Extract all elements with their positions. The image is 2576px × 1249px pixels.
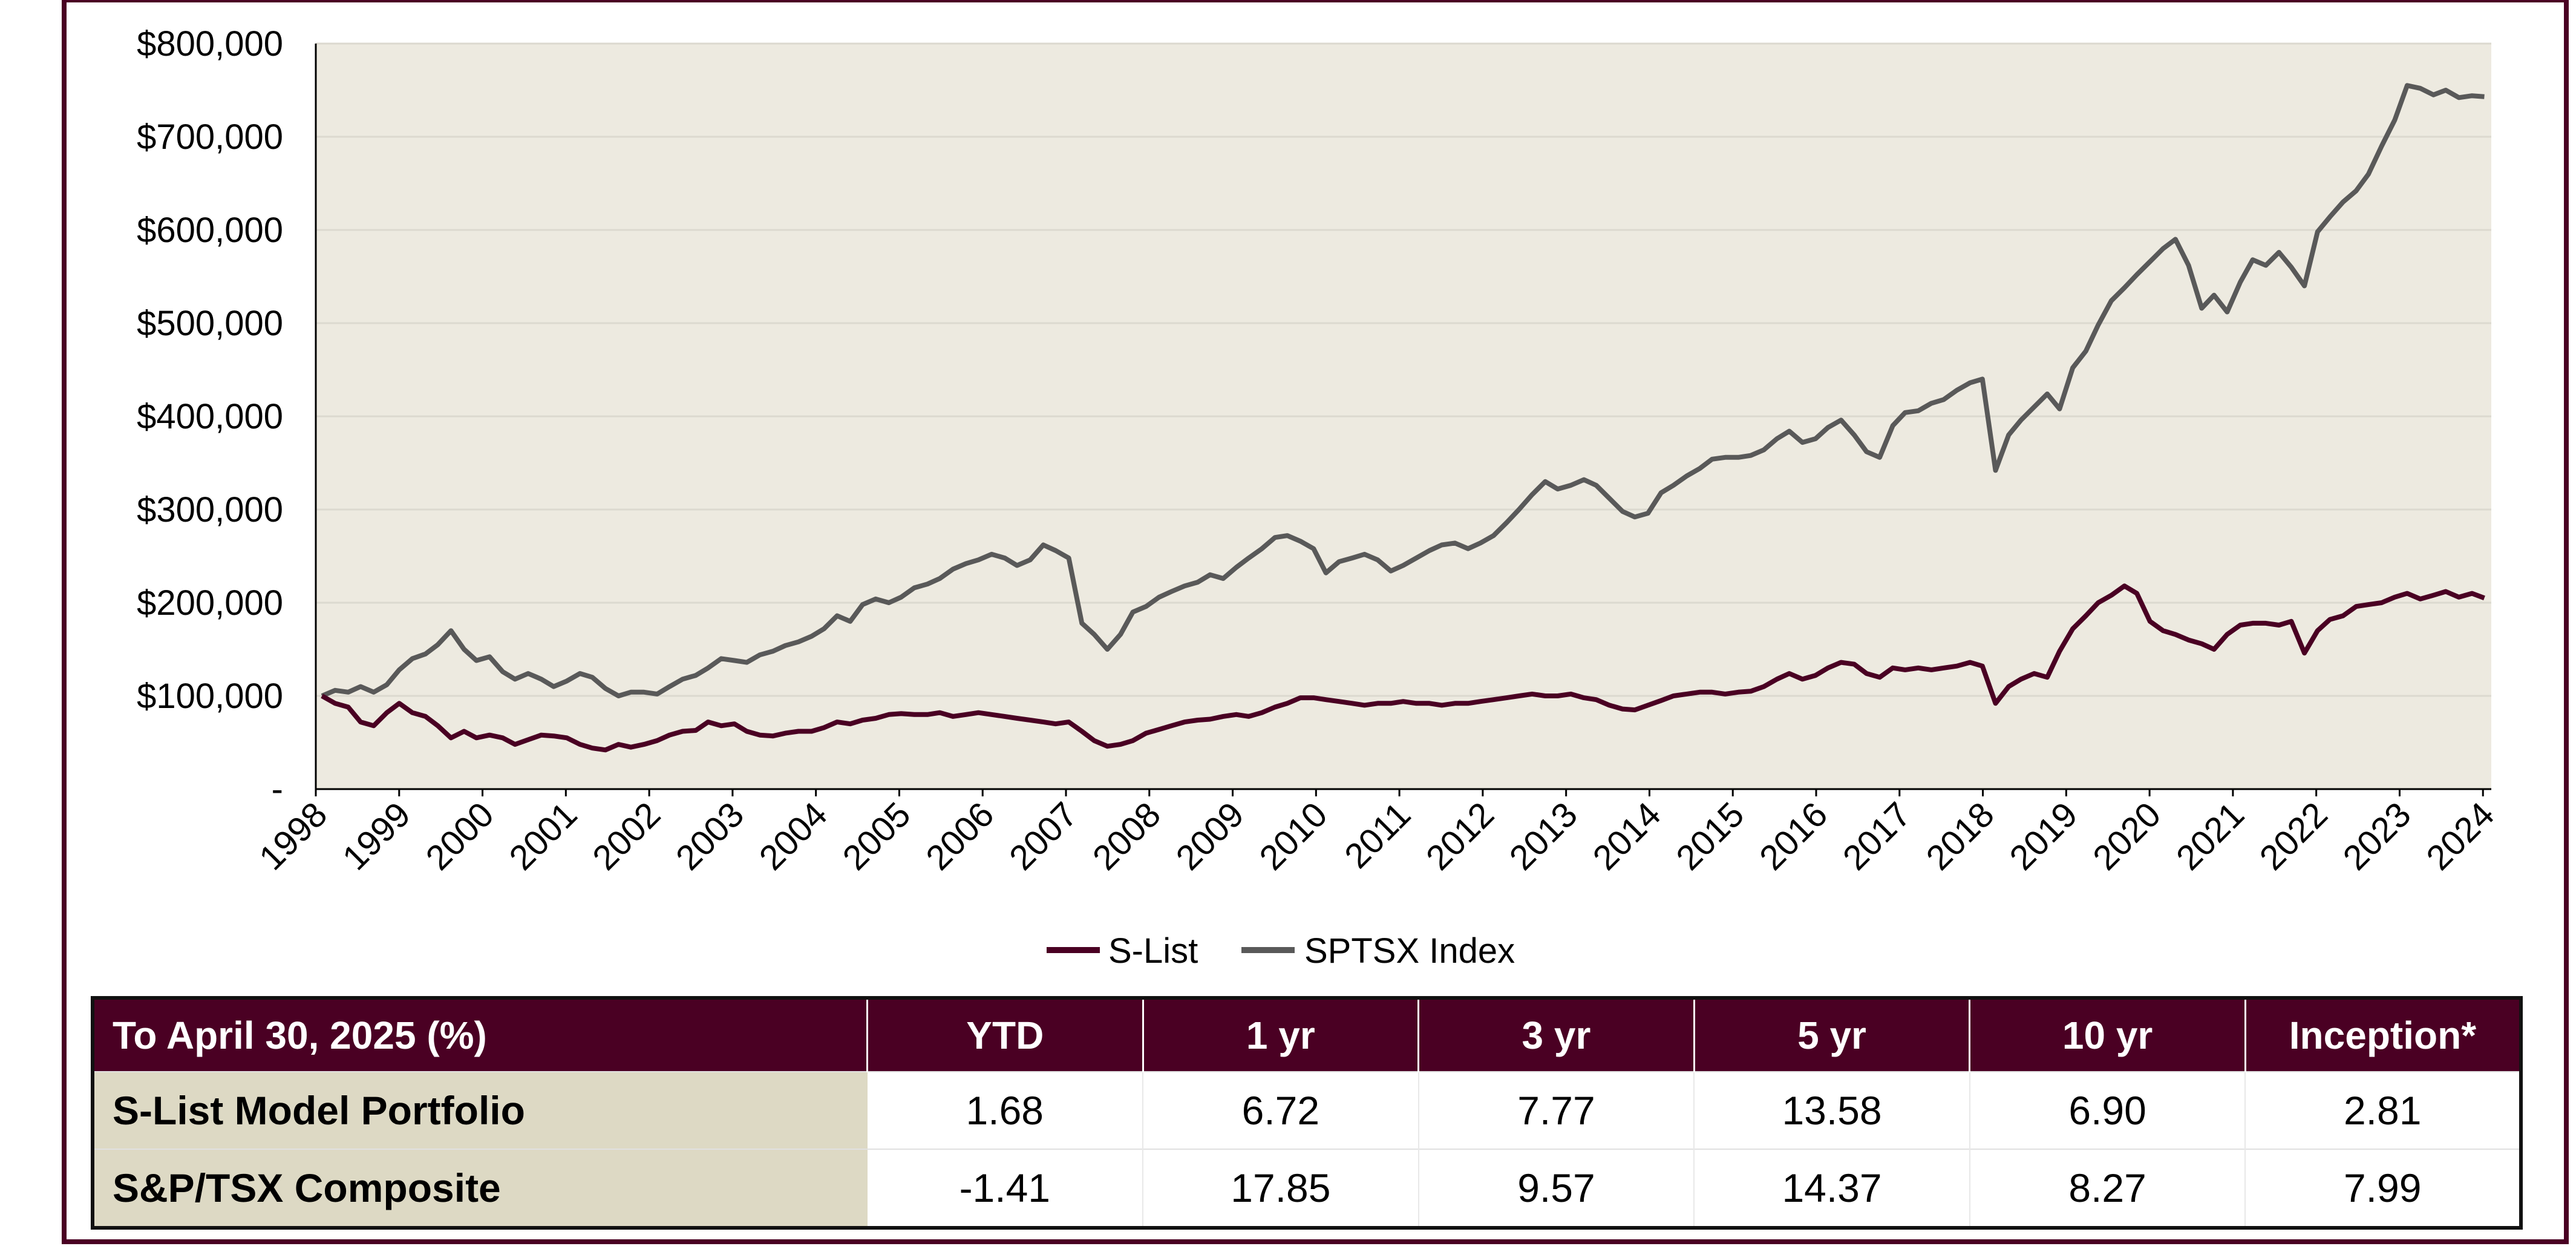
x-tick-label: 2000 xyxy=(419,795,502,877)
y-tick-label: $400,000 xyxy=(137,397,283,436)
x-tick-label: 2020 xyxy=(2085,795,2168,877)
x-tick-label: 2005 xyxy=(835,795,918,877)
x-tick-label: 2024 xyxy=(2419,795,2502,877)
x-tick-label: 2017 xyxy=(1836,795,1918,877)
x-tick-label: 2018 xyxy=(1919,795,2002,877)
table-header-5yr: 5 yr xyxy=(1694,998,1971,1072)
y-axis-labels: - $100,000 $200,000 $300,000 $400,000 $500,00… xyxy=(137,24,283,809)
x-tick-label: 2012 xyxy=(1419,795,1502,877)
x-tick-label: 1999 xyxy=(335,795,418,877)
y-tick-label: $800,000 xyxy=(137,24,283,64)
y-tick-label: $500,000 xyxy=(137,304,283,343)
table-cell: 2.81 xyxy=(2245,1071,2522,1149)
x-tick-label: 2016 xyxy=(1752,795,1835,877)
performance-table: To April 30, 2025 (%) YTD 1 yr 3 yr 5 yr… xyxy=(91,996,2523,1230)
legend: S-List SPTSX Index xyxy=(1047,931,1515,971)
x-tick-label: 2001 xyxy=(502,795,584,877)
table-cell: 17.85 xyxy=(1143,1149,1419,1228)
series-lines xyxy=(321,83,2485,753)
series-line-s-list xyxy=(321,583,2485,753)
x-tick-label: 2022 xyxy=(2252,795,2335,877)
table-header-inception: Inception* xyxy=(2245,998,2521,1072)
table-cell: 7.77 xyxy=(1418,1071,1695,1149)
table-header-period: To April 30, 2025 (%) xyxy=(93,998,868,1072)
x-axis-labels: 1998 1999 2000 2001 2002 2003 2004 2005 2006 2007… xyxy=(252,795,2502,877)
table-cell: 14.37 xyxy=(1694,1149,1970,1228)
line-chart: - $100,000 $200,000 $300,000 $400,000 $500,00… xyxy=(137,24,2502,971)
x-tick-label: 2004 xyxy=(752,795,835,877)
table-header-3yr: 3 yr xyxy=(1418,998,1695,1072)
table-cell: 6.90 xyxy=(1969,1071,2246,1149)
y-tick-label: $600,000 xyxy=(137,211,283,250)
legend-label-s-list: S-List xyxy=(1108,931,1198,971)
x-tick-label: 2006 xyxy=(918,795,1001,877)
x-tick-label: 2014 xyxy=(1585,795,1668,877)
row-label-s-list: S-List Model Portfolio xyxy=(93,1071,868,1149)
x-tick-label: 2013 xyxy=(1502,795,1585,877)
table-row: S-List Model Portfolio 1.68 6.72 7.77 13… xyxy=(93,1071,2522,1149)
x-tick-label: 2008 xyxy=(1085,795,1168,877)
x-tick-label: 2010 xyxy=(1252,795,1335,877)
row-label-sptsx: S&P/TSX Composite xyxy=(93,1149,868,1228)
series-line-sptsx-index xyxy=(321,83,2485,698)
chart-frame xyxy=(62,0,2569,1244)
table-header-10yr: 10 yr xyxy=(1969,998,2246,1072)
table-cell: 9.57 xyxy=(1418,1149,1695,1228)
x-tick-label: 1998 xyxy=(252,795,335,877)
table-header-ytd: YTD xyxy=(867,998,1144,1072)
x-tick-label: 2003 xyxy=(669,795,751,877)
x-tick-label: 2015 xyxy=(1669,795,1751,877)
gridlines xyxy=(315,42,2491,796)
y-tick-label: $700,000 xyxy=(137,117,283,157)
x-tick-label: 2021 xyxy=(2169,795,2252,877)
x-tick-label: 2011 xyxy=(1337,795,1418,876)
y-tick-label: $200,000 xyxy=(137,583,283,623)
y-tick-label: $100,000 xyxy=(137,677,283,716)
table-header-row: To April 30, 2025 (%) YTD 1 yr 3 yr 5 yr… xyxy=(93,998,2521,1072)
table-cell: 13.58 xyxy=(1694,1071,1970,1149)
y-tick-label: - xyxy=(272,770,283,809)
table-row: S&P/TSX Composite -1.41 17.85 9.57 14.37… xyxy=(93,1149,2522,1228)
table-cell: 7.99 xyxy=(2245,1149,2522,1228)
legend-label-sptsx: SPTSX Index xyxy=(1304,931,1515,971)
table-header-1yr: 1 yr xyxy=(1143,998,1420,1072)
table-cell: -1.41 xyxy=(867,1149,1144,1228)
x-tick-label: 2019 xyxy=(2002,795,2085,877)
x-tick-label: 2009 xyxy=(1169,795,1252,877)
table-cell: 6.72 xyxy=(1143,1071,1419,1149)
x-tick-label: 2007 xyxy=(1002,795,1085,877)
y-tick-label: $300,000 xyxy=(137,490,283,529)
table-cell: 1.68 xyxy=(867,1071,1144,1149)
table-cell: 8.27 xyxy=(1969,1149,2246,1228)
x-tick-label: 2002 xyxy=(585,795,668,877)
x-tick-label: 2023 xyxy=(2335,795,2418,877)
